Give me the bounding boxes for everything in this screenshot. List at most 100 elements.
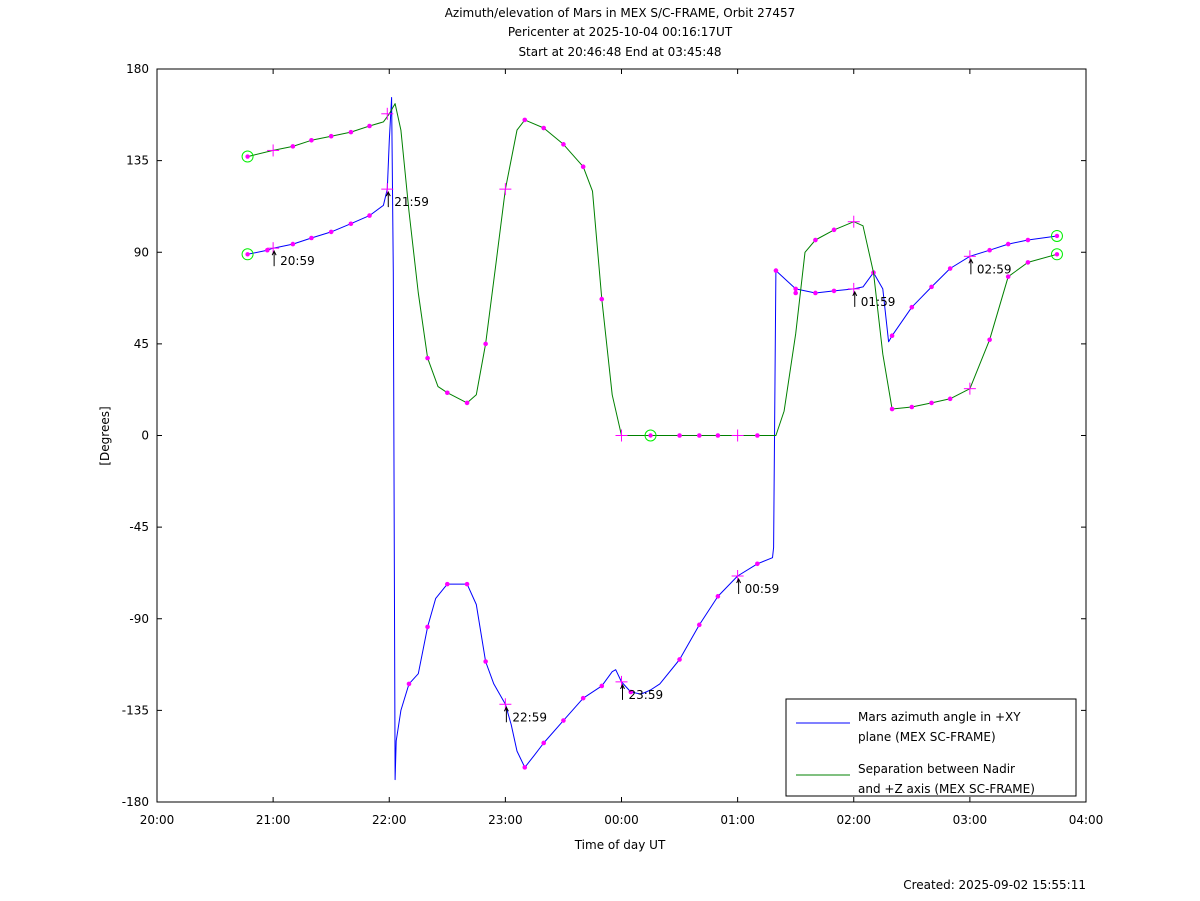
axes: 20:00 21:00 22:00 23:00 00:00 01:00 02:00 03:00… bbox=[122, 62, 1104, 827]
created-timestamp: Created: 2025-09-02 15:55:11 bbox=[903, 878, 1086, 892]
data-point-marker bbox=[813, 237, 818, 243]
chart-title: Azimuth/elevation of Mars in MEX S/C-FRA… bbox=[445, 6, 796, 20]
y-tick-label: -180 bbox=[122, 795, 149, 809]
data-point-marker bbox=[715, 594, 721, 599]
data-point-marker bbox=[909, 304, 915, 310]
data-point-marker bbox=[1025, 237, 1031, 243]
series-separation bbox=[241, 103, 1063, 442]
data-point-marker bbox=[987, 337, 992, 343]
legend-label: Separation between Nadir bbox=[858, 762, 1015, 776]
data-point-marker bbox=[483, 341, 488, 347]
data-point-marker bbox=[1005, 274, 1011, 279]
series-azimuth bbox=[241, 97, 1063, 781]
endpoint-circle bbox=[1050, 229, 1063, 242]
x-tick-label: 21:00 bbox=[256, 813, 291, 827]
data-point-marker bbox=[1025, 260, 1031, 265]
data-point-marker bbox=[483, 659, 488, 664]
annotation-label: 21:59 bbox=[394, 195, 429, 209]
data-point-marker bbox=[929, 400, 934, 406]
data-point-marker bbox=[793, 286, 798, 292]
data-point-marker bbox=[755, 433, 760, 438]
data-point-marker bbox=[309, 137, 314, 143]
series-line bbox=[247, 103, 1058, 436]
data-point-marker bbox=[561, 718, 566, 723]
data-point-marker bbox=[464, 400, 470, 406]
annotation-label: 02:59 bbox=[977, 262, 1012, 276]
data-point-marker bbox=[290, 144, 296, 149]
data-point-marker bbox=[677, 657, 682, 662]
annotation-label: 00:59 bbox=[745, 582, 780, 596]
data-point-marker bbox=[580, 164, 586, 170]
endpoint-dot bbox=[245, 154, 250, 159]
x-tick-label: 04:00 bbox=[1069, 813, 1104, 827]
series-layer bbox=[241, 97, 1063, 781]
time-annotation: 02:59 bbox=[968, 258, 1012, 276]
data-point-marker bbox=[348, 221, 354, 227]
data-point-marker bbox=[309, 235, 314, 241]
data-point-marker bbox=[677, 433, 682, 438]
x-tick-label: 23:00 bbox=[488, 813, 523, 827]
y-tick-label: 0 bbox=[141, 429, 149, 443]
x-tick-label: 02:00 bbox=[836, 813, 871, 827]
data-point-marker bbox=[541, 740, 546, 746]
annotation-arrow-head bbox=[385, 191, 391, 197]
data-point-marker bbox=[599, 683, 605, 689]
data-point-marker bbox=[697, 622, 702, 628]
data-point-marker bbox=[541, 125, 546, 131]
chart-subtitle-pericenter: Pericenter at 2025-10-04 00:16:17UT bbox=[508, 25, 733, 39]
annotation-arrow-head bbox=[271, 250, 277, 256]
data-point-marker bbox=[522, 765, 528, 770]
data-point-marker bbox=[628, 689, 634, 695]
data-point-marker bbox=[947, 266, 953, 271]
endpoint-dot bbox=[648, 433, 653, 438]
data-point-marker bbox=[406, 681, 412, 687]
x-tick-label: 22:00 bbox=[372, 813, 407, 827]
endpoint-dot bbox=[1054, 252, 1060, 257]
data-point-marker bbox=[831, 288, 837, 294]
x-axis-label: Time of day UT bbox=[574, 838, 666, 852]
x-tick-label: 20:00 bbox=[140, 813, 175, 827]
x-tick-label: 01:00 bbox=[720, 813, 755, 827]
data-point-marker bbox=[793, 290, 798, 296]
annotation-arrow-head bbox=[736, 577, 742, 584]
data-point-marker bbox=[947, 396, 953, 402]
time-annotation: 00:59 bbox=[736, 577, 780, 596]
annotation-label: 23:59 bbox=[629, 688, 664, 702]
data-point-marker bbox=[715, 433, 721, 438]
x-tick-label: 03:00 bbox=[953, 813, 988, 827]
data-point-marker bbox=[813, 290, 818, 296]
data-point-marker bbox=[425, 355, 430, 361]
y-tick-label: 45 bbox=[134, 337, 149, 351]
endpoint-circle bbox=[1050, 248, 1063, 261]
data-point-marker bbox=[265, 247, 270, 253]
annotation-layer: 20:59 21:59 22:59 23:59 00:59 01:59 02:59 bbox=[271, 191, 1012, 724]
chart-header: Azimuth/elevation of Mars in MEX S/C-FRA… bbox=[445, 6, 796, 59]
y-tick-label: 135 bbox=[126, 154, 149, 168]
data-point-marker bbox=[697, 433, 702, 438]
y-axis-label: [Degrees] bbox=[98, 406, 112, 465]
data-point-marker bbox=[367, 213, 372, 218]
y-tick-label: -135 bbox=[122, 703, 149, 717]
legend: Mars azimuth angle in +XY plane (MEX SC-F… bbox=[785, 698, 1077, 797]
legend-label: and +Z axis (MEX SC-FRAME) bbox=[858, 782, 1035, 796]
time-annotation: 01:59 bbox=[852, 290, 895, 309]
annotation-label: 20:59 bbox=[280, 254, 315, 268]
annotation-arrow-head bbox=[852, 290, 858, 297]
data-point-marker bbox=[464, 581, 470, 587]
annotation-arrow-head bbox=[620, 683, 625, 690]
chart-subtitle-start-end: Start at 20:46:48 End at 03:45:48 bbox=[518, 45, 721, 59]
endpoint-dot bbox=[245, 252, 250, 257]
annotation-label: 22:59 bbox=[512, 710, 547, 724]
data-point-marker bbox=[290, 241, 296, 247]
data-point-marker bbox=[445, 581, 450, 587]
endpoint-circle bbox=[644, 429, 657, 442]
time-annotation: 20:59 bbox=[271, 250, 315, 268]
series-line bbox=[247, 97, 1058, 781]
data-point-marker bbox=[1005, 241, 1011, 247]
legend-label: plane (MEX SC-FRAME) bbox=[858, 730, 996, 744]
endpoint-circle bbox=[241, 150, 254, 163]
time-annotation: 23:59 bbox=[620, 683, 664, 702]
data-point-marker bbox=[445, 390, 450, 396]
endpoint-dot bbox=[1054, 233, 1060, 239]
y-tick-label: -90 bbox=[129, 612, 149, 626]
